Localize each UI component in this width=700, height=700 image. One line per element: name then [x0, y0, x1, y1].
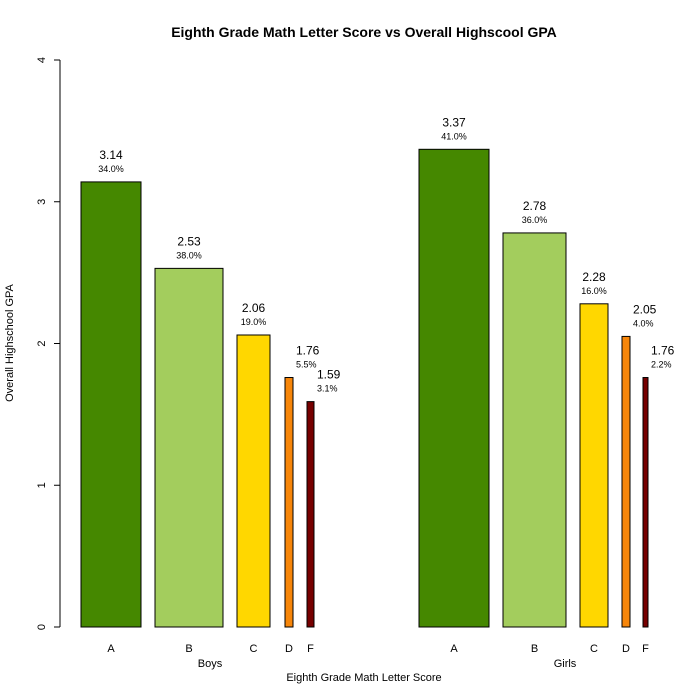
bar-percent-label: 3.1%: [317, 384, 338, 394]
x-tick-label: F: [642, 643, 649, 655]
x-tick-label: D: [622, 643, 630, 655]
bars-layer: [80, 148, 649, 628]
y-axis-label: Overall Highschool GPA: [4, 283, 16, 401]
bar-percent-label: 41.0%: [441, 131, 467, 141]
bar-boys-a: [80, 181, 142, 628]
bar-boys-f: [306, 401, 315, 628]
bar-value-label: 3.37: [442, 115, 466, 129]
x-tick-label: D: [285, 643, 293, 655]
x-tick-label: B: [185, 643, 192, 655]
bar-value-label: 2.53: [177, 234, 201, 248]
x-axis-label: Eighth Grade Math Letter Score: [286, 672, 441, 684]
bar-value-label: 2.28: [582, 270, 606, 284]
bar-value-label: 2.06: [242, 301, 266, 315]
bar-percent-label: 19.0%: [241, 317, 267, 327]
bar-value-label: 3.14: [99, 148, 123, 162]
x-tick-label: F: [307, 643, 314, 655]
x-tick-label: C: [590, 643, 598, 655]
y-tick-label: 2: [36, 340, 48, 346]
y-tick-label: 1: [36, 482, 48, 488]
bar-boys-c: [236, 334, 271, 628]
bar-percent-label: 34.0%: [98, 164, 124, 174]
bar-labels-layer: 3.14 34.0% 2.53 38.0% 2.06 19.0% 1.76 5.5%1.59 3…: [98, 115, 674, 393]
x-tick-label: C: [250, 643, 258, 655]
bar-percent-label: 4.0%: [633, 318, 654, 328]
bar-percent-label: 36.0%: [522, 215, 548, 225]
x-tick-label: B: [531, 643, 538, 655]
bar-boys-b: [154, 267, 224, 628]
bar-percent-label: 16.0%: [581, 286, 607, 296]
bar-percent-label: 38.0%: [176, 250, 202, 260]
chart-title: Eighth Grade Math Letter Score vs Overal…: [171, 24, 557, 40]
bar-value-label: 1.76: [651, 344, 675, 358]
bar-girls-f: [642, 377, 649, 628]
bar-boys-d: [284, 377, 294, 628]
group-label-girls: Girls: [554, 658, 577, 670]
bar-value-label: 2.05: [633, 302, 657, 316]
bar-value-label: 2.78: [523, 199, 547, 213]
bar-girls-d: [621, 335, 631, 628]
bar-value-label: 1.76: [296, 344, 320, 358]
bar-percent-label: 2.2%: [651, 360, 672, 370]
bar-girls-b: [502, 232, 567, 628]
y-tick-label: 3: [36, 199, 48, 205]
group-labels: Boys Girls: [198, 658, 577, 670]
bar-girls-a: [418, 148, 490, 628]
bar-girls-c: [579, 303, 609, 628]
bar-percent-label: 5.5%: [296, 360, 317, 370]
y-tick-label: 0: [36, 624, 48, 630]
y-axis-ticks: 0 1 2 3 4: [36, 57, 60, 630]
group-label-boys: Boys: [198, 658, 223, 670]
bar-value-label: 1.59: [317, 368, 341, 382]
x-tick-label: A: [107, 643, 115, 655]
x-tick-label: A: [450, 643, 458, 655]
y-tick-label: 4: [36, 57, 48, 63]
